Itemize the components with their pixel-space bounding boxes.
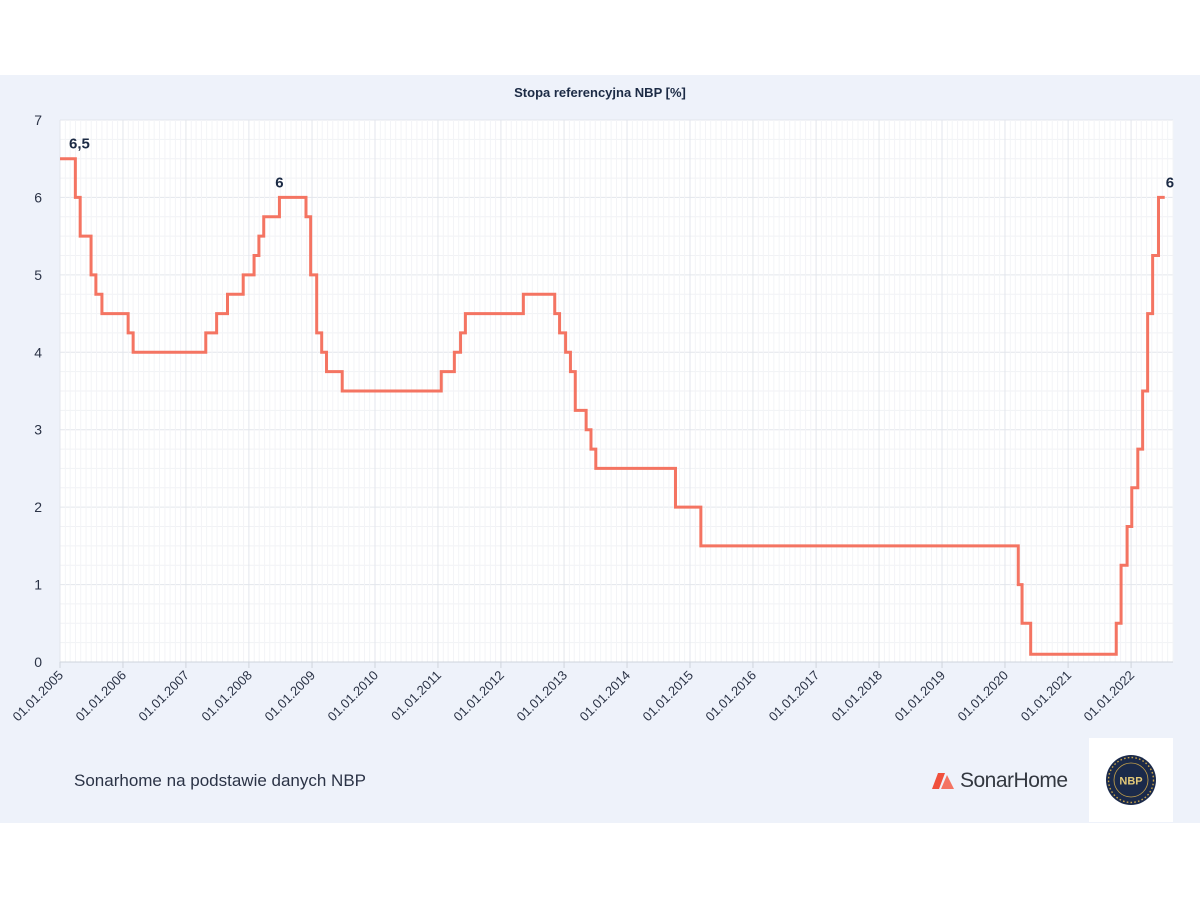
series [60,157,1165,656]
y-tick-label: 3 [34,422,42,438]
data-labels: 6,5 6 6 [69,136,1174,192]
x-tick-label: 01.01.2008 [198,668,255,725]
x-tick-label: 01.01.2009 [262,668,319,725]
grid [59,119,1174,663]
x-tick-label: 01.01.2020 [954,668,1011,725]
x-tick-label: 01.01.2014 [577,668,634,725]
y-tick-label: 5 [34,267,42,283]
data-label: 6 [275,174,283,191]
svg-text:NBP: NBP [1119,776,1142,788]
x-tick-label: 01.01.2013 [514,668,571,725]
data-label: 6 [1166,174,1174,191]
x-tick-label: 01.01.2015 [639,668,696,725]
x-tick-label: 01.01.2010 [324,668,381,725]
x-tick-label: 01.01.2018 [829,668,886,725]
y-tick-label: 4 [34,344,42,360]
x-tick-label: 01.01.2016 [702,668,759,725]
x-tick-label: 01.01.2021 [1018,668,1075,725]
y-tick-label: 1 [34,577,42,593]
sonarhome-logo-text: SonarHome [960,769,1068,792]
source-note: Sonarhome na podstawie danych NBP [74,771,367,790]
y-tick-label: 2 [34,499,42,515]
x-tick-label: 01.01.2006 [72,668,129,725]
y-tick-label: 6 [34,189,42,205]
x-tick-label: 01.01.2017 [766,668,823,725]
nbp-logo: NBP [1089,738,1173,822]
x-tick-label: 01.01.2022 [1081,668,1138,725]
sonarhome-logo-icon [932,773,954,789]
x-tick-label: 01.01.2005 [9,668,66,725]
nbp-seal-icon: NBP [1106,755,1156,805]
x-tick-label: 01.01.2012 [450,668,507,725]
x-tick-label: 01.01.2019 [892,668,949,725]
y-tick-label: 7 [34,112,42,128]
data-label: 6,5 [69,136,90,153]
series-line [60,157,1165,656]
sonarhome-logo: SonarHome [932,766,1068,796]
y-tick-label: 0 [34,654,42,670]
x-tick-label: 01.01.2011 [388,668,444,724]
x-tick-label: 01.01.2007 [135,668,192,725]
chart-title: Stopa referencyjna NBP [%] [514,85,686,100]
